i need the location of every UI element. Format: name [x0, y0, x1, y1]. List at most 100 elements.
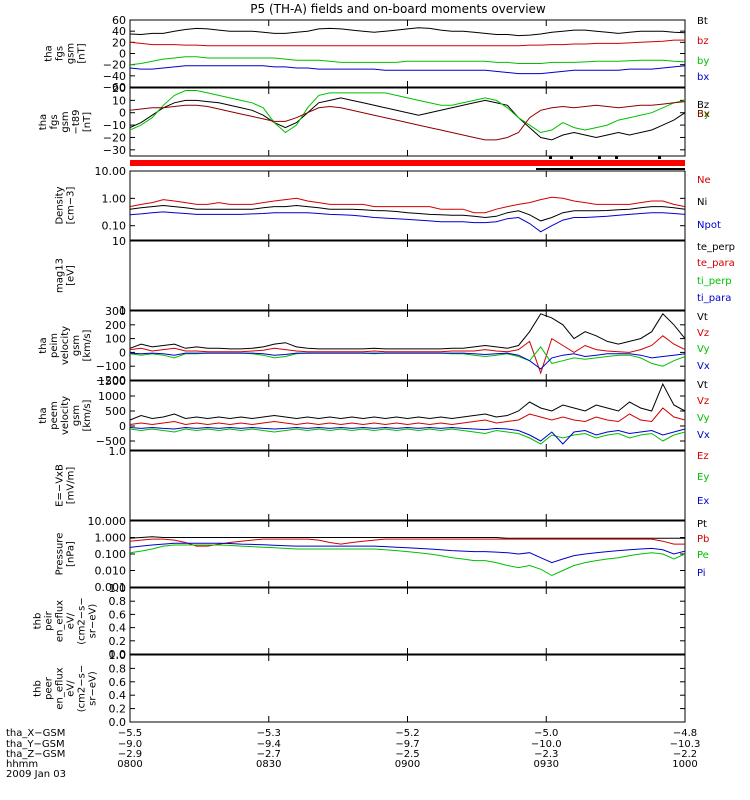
orbit-value: −2.3	[534, 749, 558, 760]
ytick-label: 0	[119, 420, 126, 433]
panel-ylabel: (cm2−s−	[77, 665, 88, 712]
legend-Vz: Vz	[697, 396, 709, 407]
ytick-label: 10	[112, 94, 126, 107]
series-Ni	[129, 204, 686, 222]
panel-ylabel: eV/	[66, 612, 77, 629]
legend-Vt: Vt	[697, 312, 708, 323]
legend-Pt: Pt	[697, 519, 707, 530]
ytick-label: 0.6	[109, 676, 127, 689]
legend-ti_perp: ti_perp	[697, 276, 732, 287]
legend-bx: bx	[697, 72, 709, 83]
orbit-row-label: hhmm	[6, 759, 38, 770]
orbit-row-label: tha_X−GSM	[6, 728, 65, 739]
orbit-value: −5.3	[257, 728, 281, 739]
status-mark	[536, 168, 685, 170]
ytick-label: 0.6	[109, 608, 127, 621]
panel-ylabel: gsm	[71, 405, 82, 426]
ytick-label: −60	[103, 81, 126, 94]
ytick-label: −30	[103, 144, 126, 157]
panel-ylabel: Pressure	[55, 533, 66, 576]
legend-Ex: Ex	[697, 496, 709, 507]
orbit-value: 0830	[256, 759, 281, 770]
legend-bz: bz	[697, 36, 709, 47]
ytick-label: 0.100	[95, 548, 127, 561]
series-bx	[129, 65, 686, 75]
status-mark	[658, 156, 661, 159]
panel-ylabel: thb	[33, 680, 44, 697]
series-Vx	[129, 352, 686, 370]
panel-3: 10 1 mag13 [eV] te_perp te_para ti_perp ti_para	[55, 235, 736, 317]
orbit-value: −5.2	[395, 728, 419, 739]
legend-Vy: Vy	[697, 344, 710, 355]
ytick-label: 0.8	[109, 662, 127, 675]
ytick-label: 1.000	[95, 532, 127, 545]
orbit-value: −2.5	[395, 749, 419, 760]
orbit-value: −9.4	[257, 739, 281, 750]
legend-te_perp: te_perp	[697, 242, 735, 253]
plot-title: P5 (TH-A) fields and on-board moments ov…	[250, 2, 546, 16]
ytick-label: −500	[96, 435, 126, 448]
ytick-label: −20	[103, 59, 126, 72]
panel-ylabel: eV/	[66, 680, 77, 697]
series-Vt	[129, 382, 686, 421]
ytick-label: 40	[112, 25, 126, 38]
orbit-value: −2.9	[118, 749, 142, 760]
series-Pt	[129, 536, 685, 539]
legend-Vt: Vt	[697, 380, 708, 391]
legend-Vy: Vy	[697, 413, 710, 424]
panel-ylabel: Density	[55, 186, 66, 224]
ytick-label: 0	[119, 48, 126, 61]
ytick-label: 0.010	[95, 565, 127, 578]
status-mark	[570, 156, 573, 159]
panel-ylabel: peim	[49, 333, 60, 358]
legend-By: By	[697, 109, 710, 120]
series-Bt	[129, 27, 686, 37]
panel-ylabel: velocity	[60, 326, 71, 365]
panel-frame	[129, 240, 686, 311]
ytick-label: 0.10	[102, 220, 127, 233]
ytick-label: 20	[112, 82, 126, 95]
ytick-label: 0.2	[109, 635, 127, 648]
panel-5: 1500 1000 500 0 −500 tha peem velocity gsm [km/s]…	[38, 375, 710, 451]
ytick-label: 20	[112, 36, 126, 49]
series-Vy	[129, 346, 686, 367]
ytick-label: −10	[103, 119, 126, 132]
panel-ylabel: tha	[44, 45, 55, 61]
panel-frame	[129, 380, 686, 451]
panel-7: 10.000 1.000 0.100 0.010 0.001 Pressure [nPa] P…	[55, 515, 710, 594]
series-Vz	[129, 335, 686, 375]
ytick-label: 0.8	[109, 595, 127, 608]
orbit-value: −5.5	[118, 728, 142, 739]
panel-ylabel: sr−eV)	[88, 671, 99, 706]
series-Vt	[129, 313, 686, 350]
legend-Bz: Bz	[697, 100, 709, 111]
series-by	[129, 56, 686, 66]
legend-ti_para: ti_para	[697, 293, 731, 304]
panel-ylabel: gsm	[71, 335, 82, 356]
legend-Pi: Pi	[697, 568, 706, 579]
panel-ylabel: [nT]	[77, 43, 88, 63]
status-strip	[130, 160, 685, 166]
panel-ylabel: en_eflux	[55, 600, 66, 642]
legend-Ne: Ne	[697, 175, 711, 186]
ytick-label: −100	[96, 360, 126, 373]
panel-ylabel: tha	[38, 337, 49, 353]
panel-ylabel: tha	[38, 407, 49, 423]
ytick-label: 500	[105, 405, 126, 418]
series-Vy	[129, 428, 686, 445]
panel-ylabel: gsm	[66, 43, 77, 64]
panel-frame	[129, 587, 686, 655]
orbit-value: 0900	[395, 759, 420, 770]
orbit-row-label: tha_Z−GSM	[6, 749, 65, 760]
panel-ylabel: [cm−3]	[66, 187, 77, 225]
orbit-value: −10.3	[670, 739, 701, 750]
orbit-row-label: tha_Y−GSM	[6, 739, 65, 750]
ytick-label: 0.001	[95, 581, 127, 594]
panel-ylabel: fgs	[55, 46, 66, 61]
series-Pi	[129, 542, 686, 564]
orbit-value: −9.0	[118, 739, 142, 750]
panel-ylabel: [km/s]	[82, 399, 93, 431]
